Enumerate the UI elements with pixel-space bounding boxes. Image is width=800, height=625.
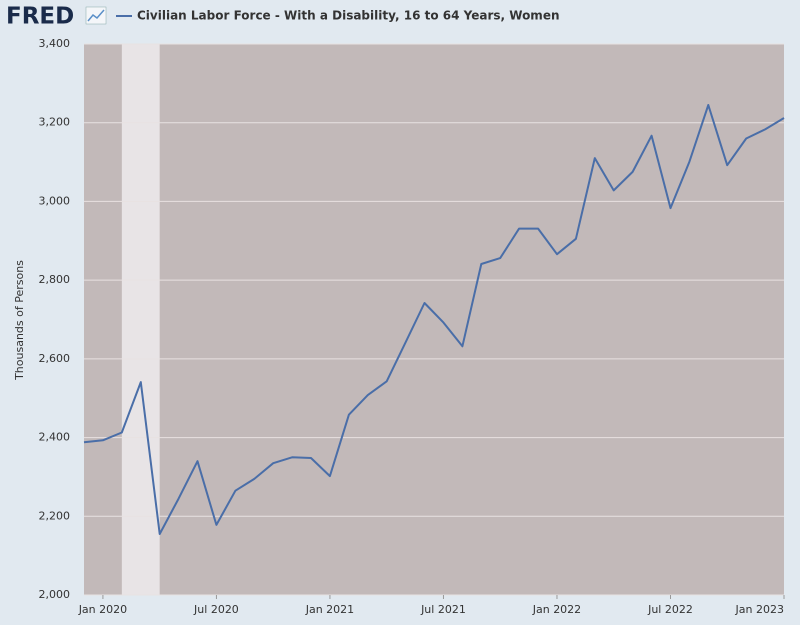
legend-label: Civilian Labor Force - With a Disability… bbox=[137, 9, 560, 23]
x-tick-label: Jan 2021 bbox=[305, 603, 354, 616]
logo-icon bbox=[85, 6, 107, 25]
data-line bbox=[83, 104, 785, 535]
y-tick-label: 2,200 bbox=[39, 509, 71, 522]
x-tick-label: Jul 2021 bbox=[420, 603, 466, 616]
y-tick-label: 3,200 bbox=[39, 116, 71, 129]
plot-area bbox=[84, 44, 784, 595]
x-tick-label: Jan 2022 bbox=[532, 603, 581, 616]
logo[interactable]: FRED bbox=[6, 4, 74, 30]
x-tick-label: Jul 2022 bbox=[647, 603, 693, 616]
y-axis-label: Thousands of Persons bbox=[13, 260, 26, 381]
recession-shade bbox=[121, 44, 160, 595]
x-tick-label: Jan 2020 bbox=[78, 603, 127, 616]
y-tick-label: 2,400 bbox=[39, 431, 71, 444]
y-tick-label: 2,800 bbox=[39, 273, 71, 286]
y-tick-label: 2,600 bbox=[39, 352, 71, 365]
y-tick-label: 2,000 bbox=[39, 588, 71, 601]
x-tick-label: Jul 2020 bbox=[193, 603, 239, 616]
y-tick-label: 3,400 bbox=[39, 37, 71, 50]
x-tick-label: Jan 2023 bbox=[735, 603, 784, 616]
y-tick-label: 3,000 bbox=[39, 194, 71, 207]
